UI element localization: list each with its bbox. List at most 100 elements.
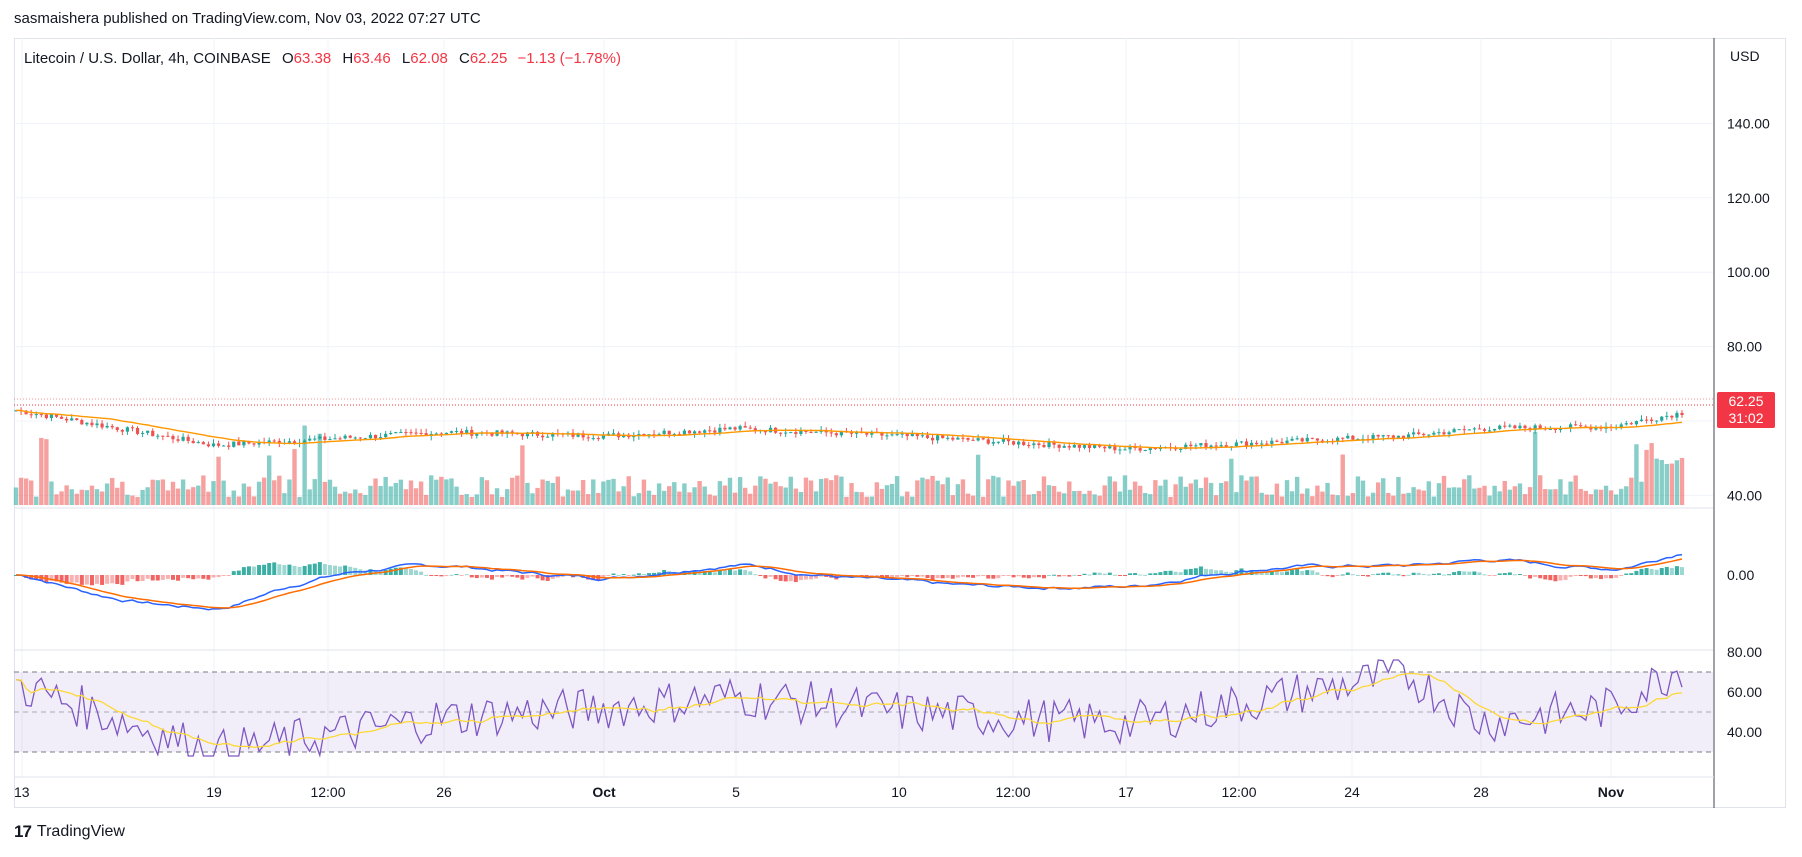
volume-bar: [1360, 480, 1366, 505]
macd-hist-bar: [1644, 568, 1649, 575]
candle-body: [849, 432, 854, 434]
volume-bar: [1117, 491, 1123, 505]
candle-body: [323, 436, 327, 440]
time-tick-label: 17: [1118, 784, 1134, 800]
volume-bar: [1097, 495, 1102, 505]
macd-hist-bar: [312, 563, 317, 575]
volume-bar: [1588, 494, 1594, 505]
macd-hist-bar: [950, 575, 955, 579]
macd-hist-bar: [419, 571, 424, 575]
candle-body: [1249, 442, 1254, 447]
candle-body: [1153, 447, 1157, 450]
macd-hist-bar: [1649, 568, 1654, 575]
macd-hist-bar: [626, 575, 631, 576]
volume-bar: [1148, 494, 1153, 505]
brand-name[interactable]: TradingView: [36, 823, 125, 840]
macd-hist-bar: [221, 575, 226, 576]
time-tick-label: 10: [891, 784, 907, 800]
candle-body: [1518, 425, 1522, 429]
volume-bar: [1011, 485, 1016, 505]
macd-hist-bar: [940, 575, 945, 579]
macd-hist-bar: [1072, 574, 1077, 576]
volume-bar: [342, 491, 348, 505]
macd-hist-bar: [29, 575, 34, 580]
tradingview-logo-icon[interactable]: 17: [14, 822, 32, 841]
volume-bar: [1629, 477, 1634, 505]
candle-body: [728, 427, 732, 430]
volume-bar: [297, 496, 302, 505]
volume-bar: [170, 481, 176, 505]
candle-body: [252, 443, 256, 445]
volume-bar: [261, 477, 267, 505]
macd-hist-bar: [322, 564, 327, 575]
candle-body: [363, 438, 368, 440]
volume-bar: [196, 485, 201, 505]
volume-bar: [145, 487, 150, 505]
macd-hist-bar: [464, 574, 469, 576]
candle-body: [1067, 446, 1071, 448]
macd-hist-bar: [1021, 575, 1026, 578]
macd-hist-bar: [1588, 575, 1593, 579]
macd-hist-bar: [1492, 575, 1497, 576]
candle-body: [667, 430, 671, 435]
macd-hist-bar: [1563, 575, 1568, 580]
candle-body: [1265, 443, 1269, 445]
macd-hist-bar: [611, 573, 616, 575]
volume-bar: [555, 476, 561, 505]
volume-bar: [363, 494, 368, 505]
candle-body: [1027, 445, 1031, 447]
macd-hist-bar: [1269, 570, 1274, 575]
candle-body: [829, 432, 833, 434]
macd-hist-bar: [1366, 575, 1371, 577]
candle-body: [409, 432, 413, 434]
macd-hist-bar: [728, 569, 732, 575]
candle-body: [1346, 435, 1350, 439]
macd-hist-bar: [160, 575, 165, 580]
volume-bar: [753, 485, 758, 505]
volume-bar: [1001, 496, 1006, 505]
volume-bar: [110, 477, 115, 505]
candle-body: [1639, 419, 1644, 422]
candle-body: [1412, 432, 1416, 435]
candle-body: [596, 438, 600, 440]
countdown-value: 31:02: [1728, 410, 1763, 426]
macd-hist-bar: [1178, 572, 1183, 575]
price-tick-label: 80.00: [1727, 339, 1762, 355]
macd-hist-bar: [996, 575, 1001, 579]
candle-body: [449, 431, 454, 433]
rsi-moving-average: [15, 672, 1683, 748]
volume-bar: [353, 489, 358, 505]
macd-hist-bar: [196, 575, 201, 579]
last-price-badge: [1717, 392, 1775, 428]
volume-bar: [1492, 485, 1497, 505]
candle-body: [1022, 441, 1026, 446]
macd-hist-bar: [545, 575, 550, 581]
volume-bar: [180, 479, 186, 505]
macd-hist-bar: [277, 564, 282, 575]
volume-bar: [1644, 449, 1649, 505]
time-tick-label: 26: [436, 784, 452, 800]
symbol-name[interactable]: Litecoin / U.S. Dollar, 4h, COINBASE: [24, 50, 271, 67]
volume-bar: [1456, 487, 1462, 505]
volume-bar: [1603, 485, 1609, 505]
candle-body: [1553, 428, 1558, 431]
macd-hist-bar: [819, 575, 824, 577]
volume-bar: [935, 480, 940, 505]
volume-bar: [474, 494, 480, 505]
macd-hist-bar: [145, 575, 150, 579]
volume-bar: [120, 481, 125, 505]
candle-body: [110, 425, 114, 428]
candle-body: [1087, 445, 1092, 448]
macd-hist-bar: [1295, 569, 1300, 575]
candle-body: [591, 438, 595, 440]
volume-bar: [251, 496, 257, 505]
macd-hist-bar: [1224, 571, 1229, 575]
volume-bar: [23, 478, 29, 505]
macd-hist-bar: [636, 573, 641, 575]
candle-body: [1113, 446, 1117, 451]
candle-body: [1290, 438, 1294, 441]
candle-body: [571, 432, 575, 437]
macd-hist-bar: [317, 562, 322, 575]
candle-body: [1568, 424, 1573, 429]
